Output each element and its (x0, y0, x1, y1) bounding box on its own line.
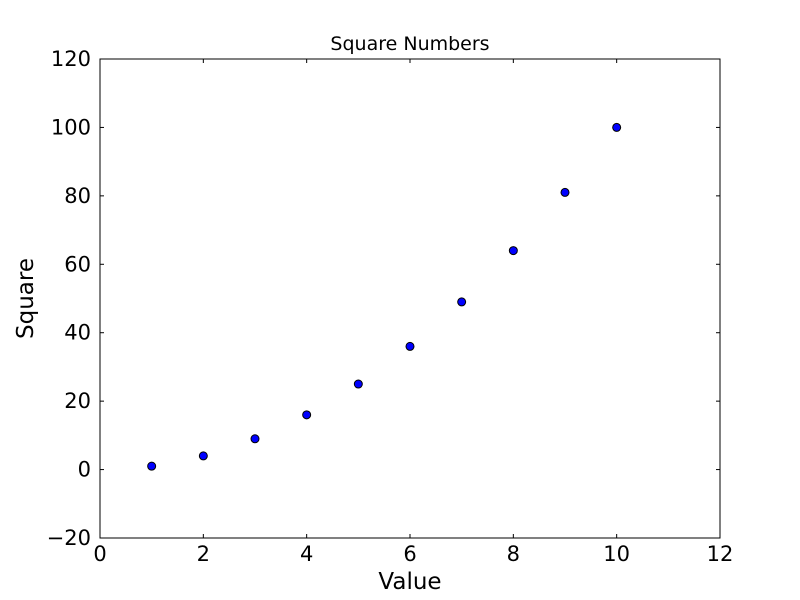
x-tick-label: 4 (300, 542, 313, 566)
data-point (560, 187, 570, 197)
y-tick-label: 60 (64, 252, 91, 276)
data-point (508, 246, 518, 256)
x-tick-label: 2 (197, 542, 210, 566)
x-tick-label: 6 (403, 542, 416, 566)
y-axis-label: Square (13, 258, 39, 339)
x-tick-label: 0 (93, 542, 106, 566)
x-tick-label: 8 (507, 542, 520, 566)
data-point (250, 434, 260, 444)
y-tick-label: 40 (64, 321, 91, 345)
chart-title: Square Numbers (330, 33, 489, 55)
x-tick-label: 10 (603, 542, 630, 566)
y-tick-label: 100 (51, 115, 91, 139)
y-tick-label: 80 (64, 184, 91, 208)
y-tick-label: 20 (64, 389, 91, 413)
data-point (405, 341, 415, 351)
data-point (353, 379, 363, 389)
data-point (147, 461, 157, 471)
data-point (198, 451, 208, 461)
x-axis-label: Value (378, 569, 441, 595)
data-point (302, 410, 312, 420)
data-point (612, 122, 622, 132)
y-tick-label: −20 (47, 526, 91, 550)
y-tick-label: 120 (51, 47, 91, 71)
y-tick-label: 0 (78, 458, 91, 482)
data-point (457, 297, 467, 307)
x-tick-label: 12 (707, 542, 734, 566)
